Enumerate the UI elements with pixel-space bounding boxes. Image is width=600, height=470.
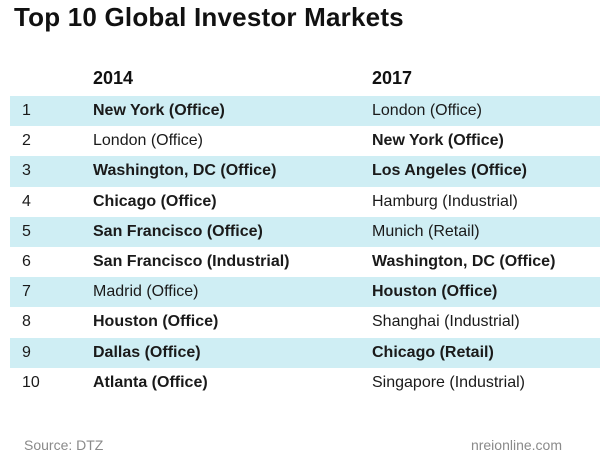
table-row: 1 New York (Office) London (Office) [10,96,600,127]
rankings-table: 1 New York (Office) London (Office) 2 Lo… [10,96,600,398]
market-2017-cell: Hamburg (Industrial) [372,192,518,210]
table-row: 8 Houston (Office) Shanghai (Industrial) [10,307,600,337]
table-row: 4 Chicago (Office) Hamburg (Industrial) [10,187,600,217]
market-2014-cell: Houston (Office) [93,313,219,331]
rank-cell: 5 [22,222,31,240]
table-row: 7 Madrid (Office) Houston (Office) [10,277,600,308]
market-2014-cell: Chicago (Office) [93,192,217,210]
table-row: 10 Atlanta (Office) Singapore (Industria… [10,368,600,398]
market-2017-cell: Washington, DC (Office) [372,252,556,270]
rank-cell: 8 [22,313,31,331]
rank-cell: 4 [22,192,31,210]
table-row: 3 Washington, DC (Office) Los Angeles (O… [10,156,600,187]
site-credit: nreionline.com [470,437,562,453]
rank-cell: 7 [22,283,31,301]
market-2017-cell: London (Office) [372,102,482,119]
rank-cell: 6 [22,252,31,270]
market-2014-cell: Dallas (Office) [93,343,201,361]
column-header-2017: 2017 [372,68,413,88]
market-2014-cell: Atlanta (Office) [93,373,208,391]
market-2014-cell: San Francisco (Industrial) [93,252,290,270]
market-2017-cell: New York (Office) [372,132,504,150]
column-header-2014: 2014 [93,68,134,88]
market-2017-cell: Singapore (Industrial) [372,373,525,391]
table-row: 9 Dallas (Office) Chicago (Retail) [10,337,600,368]
rank-cell: 2 [22,132,31,150]
table-row: 2 London (Office) New York (Office) [10,126,600,156]
table-row: 5 San Francisco (Office) Munich (Retail) [10,216,600,247]
rank-cell: 1 [22,102,31,119]
market-2017-cell: Chicago (Retail) [372,343,494,361]
market-2014-cell: Madrid (Office) [93,283,199,301]
page-title: Top 10 Global Investor Markets [14,2,404,32]
column-header-row: 2014 2017 [0,68,600,96]
market-2017-cell: Houston (Office) [372,283,498,301]
market-2017-cell: Shanghai (Industrial) [372,313,520,331]
rank-cell: 3 [22,162,31,180]
market-2017-cell: Los Angeles (Office) [372,162,527,180]
source-note: Source: DTZ [24,437,104,453]
market-2014-cell: New York (Office) [93,102,225,119]
market-2014-cell: Washington, DC (Office) [93,162,277,180]
market-2017-cell: Munich (Retail) [372,222,480,240]
rank-cell: 10 [22,373,40,391]
rank-cell: 9 [22,343,31,361]
market-2014-cell: London (Office) [93,132,203,150]
market-2014-cell: San Francisco (Office) [93,222,263,240]
table-row: 6 San Francisco (Industrial) Washington,… [10,247,600,277]
